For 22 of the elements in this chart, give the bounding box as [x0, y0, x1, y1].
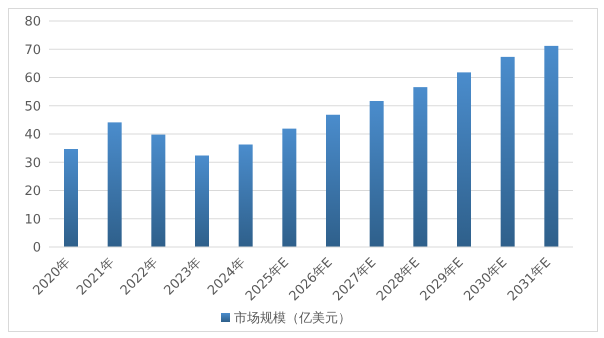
bar	[195, 155, 209, 247]
y-tick-label: 30	[24, 156, 41, 171]
bar	[238, 144, 253, 247]
bar	[151, 134, 166, 247]
y-tick-label: 50	[24, 99, 41, 114]
y-tick-label: 0	[32, 240, 41, 256]
y-tick-label: 60	[24, 71, 41, 86]
y-tick-label: 40	[24, 128, 41, 143]
bar	[457, 72, 471, 247]
bar	[544, 46, 558, 247]
bar	[326, 114, 340, 247]
bar	[108, 122, 122, 247]
bar	[64, 148, 78, 247]
y-tick-label: 20	[24, 184, 41, 200]
y-tick-label: 70	[24, 42, 41, 58]
bar	[413, 87, 428, 247]
legend-label: 市场规模（亿美元）	[234, 311, 351, 326]
bar	[500, 56, 515, 247]
y-tick-label: 10	[24, 212, 41, 228]
y-tick-label: 80	[24, 14, 41, 30]
bar	[370, 100, 384, 247]
bar	[282, 128, 296, 247]
